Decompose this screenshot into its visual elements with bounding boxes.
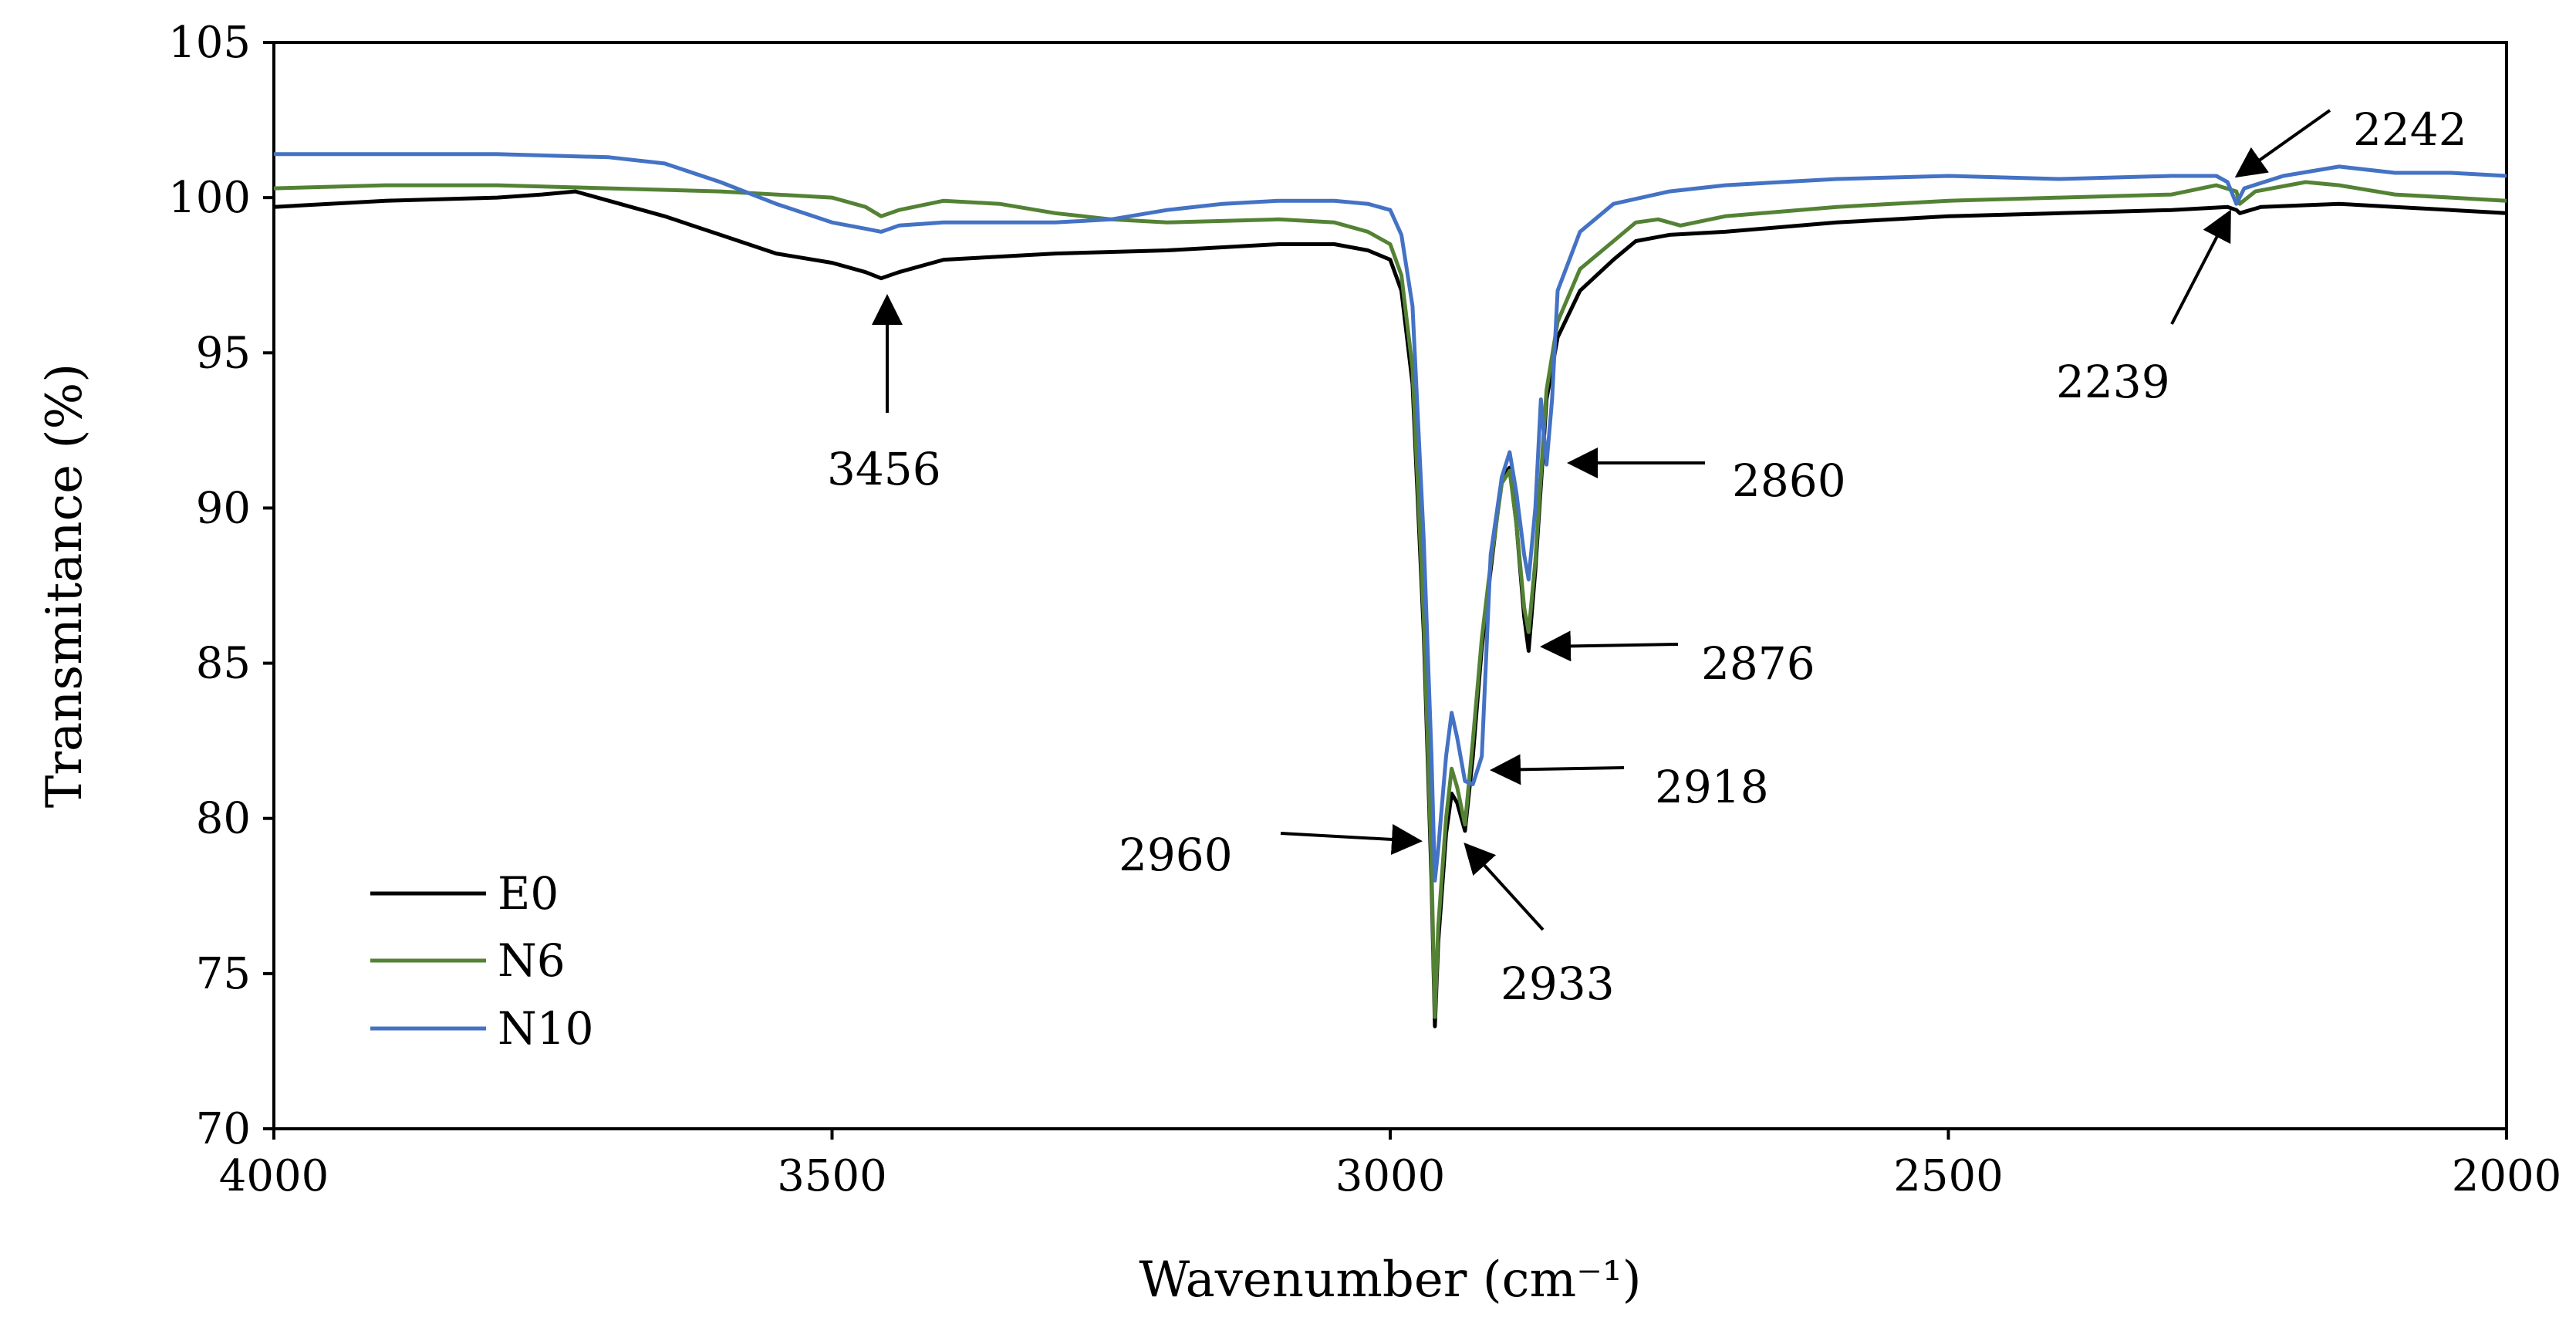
legend-item-n10: N10 [370,1002,594,1055]
y-axis-ticks: 70 75 80 85 90 95 100 105 [168,18,274,1154]
annotation-label: 2960 [1119,829,1233,881]
annotations: 3456 2960 2933 2918 2876 2860 2242 2239 [827,103,2467,1010]
x-tick-label: 2500 [1893,1151,2004,1201]
y-tick-label: 95 [196,328,251,378]
series-line-n6 [273,180,2507,1019]
annotation-label: 2860 [1732,454,1846,507]
series-line-n10 [274,152,2507,883]
annotation-label: 2933 [1501,958,1615,1010]
x-tick-label: 4000 [219,1151,329,1201]
y-axis-title: Transmitance (%) [36,363,93,809]
x-axis-ticks: 4000 3500 3000 2500 2000 [219,1129,2562,1201]
x-tick-label: 3000 [1335,1151,1446,1201]
annotation-2933: 2933 [1464,843,1615,1010]
annotation-2860: 2860 [1567,448,1846,507]
y-tick-label: 100 [168,173,251,223]
legend: E0 N6 N10 [370,867,594,1055]
x-tick-label: 3500 [777,1151,887,1201]
y-tick-label: 70 [196,1104,251,1154]
y-tick-label: 80 [196,794,251,844]
y-tick-label: 75 [196,949,251,999]
plot-frame [272,41,2508,1130]
annotation-label: 2239 [2056,356,2170,408]
annotation-3456: 3456 [827,294,941,495]
annotation-2239: 2239 [2056,209,2231,408]
y-tick-label: 90 [196,483,251,533]
legend-label: E0 [498,867,559,920]
legend-item-n6: N6 [370,934,566,987]
annotation-label: 2242 [2353,103,2467,156]
annotation-2918: 2918 [1490,754,1769,813]
legend-label: N6 [498,934,566,987]
annotation-2960: 2960 [1119,824,1423,881]
series-lines [273,152,2507,1028]
y-tick-label: 105 [168,18,251,68]
annotation-label: 3456 [827,443,941,495]
annotation-2242: 2242 [2234,103,2467,178]
series-line-e0 [273,189,2507,1028]
legend-item-e0: E0 [370,867,559,920]
x-axis-title: Wavenumber (cm⁻¹) [1139,1251,1641,1309]
annotation-label: 2876 [1701,637,1815,690]
x-tick-label: 2000 [2452,1151,2562,1201]
y-tick-label: 85 [196,639,251,689]
annotation-label: 2918 [1655,761,1769,813]
legend-label: N10 [498,1002,594,1055]
annotation-2876: 2876 [1540,630,1815,690]
